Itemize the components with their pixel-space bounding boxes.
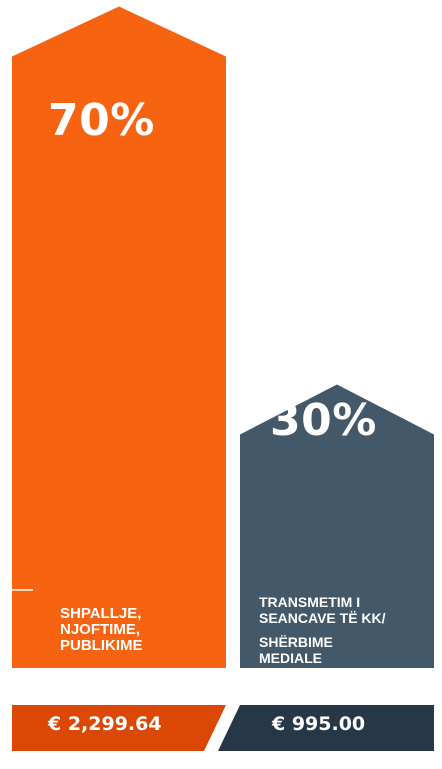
bar1-amount-label: € 2,299.64 [48, 713, 162, 735]
bar2-amount-label: € 995.00 [272, 713, 366, 735]
bar1-category-line: NJOFTIME, [60, 621, 141, 638]
bar2-amount-base [218, 705, 434, 751]
bar2-category-label: TRANSMETIM I SEANCAVE TË KK/ SHËRBIME ME… [259, 594, 386, 666]
bar2-percent-label: 30% [270, 395, 377, 446]
bar2-category-line: SHËRBIME [259, 634, 333, 650]
bar1-category-line: PUBLIKIME [60, 637, 143, 654]
bar1-category-line: SHPALLJE, [60, 605, 142, 622]
bar2-category-line: SEANCAVE TË KK/ [259, 610, 386, 626]
bar1-amount-base [12, 705, 226, 751]
bar1-percent-label: 70% [48, 95, 155, 146]
bar2-category-line: MEDIALE [259, 650, 322, 666]
bar-transmetim [240, 384, 434, 668]
bar-shpallje [12, 6, 226, 668]
bar1-category-label: SHPALLJE, NJOFTIME, PUBLIKIME [60, 606, 143, 654]
bar2-category-line: TRANSMETIM I [259, 594, 361, 610]
